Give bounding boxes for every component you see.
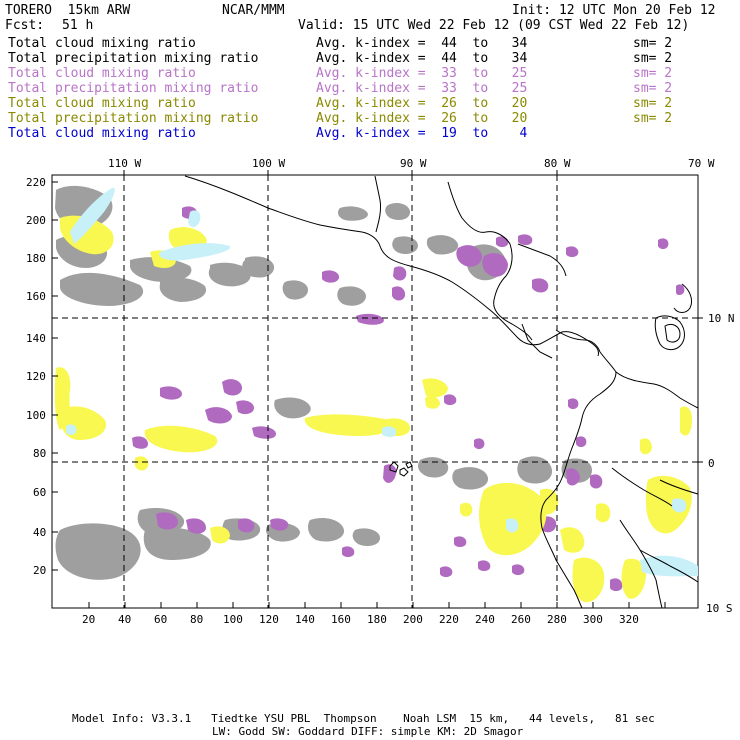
lon-label: 80 W — [544, 157, 571, 170]
forecast-label: Fcst: — [5, 18, 45, 33]
org-label: NCAR/MMM — [222, 3, 285, 18]
lon-label: 110 W — [108, 157, 142, 170]
y-tick-label: 20 — [33, 564, 47, 577]
lon-label: 70 W — [688, 157, 715, 170]
y-tick-label: 80 — [33, 447, 47, 460]
x-tick-label: 180 — [367, 613, 387, 626]
y-tick-label: 60 — [33, 486, 47, 499]
legend-sm: sm= 2 — [633, 36, 673, 51]
legend-field: Total precipitation mixing ratio — [8, 111, 259, 126]
legend-sm: sm= 2 — [633, 66, 673, 81]
legend-index: Avg. k-index = 33 to 25 — [316, 81, 528, 96]
y-tick-label: 160 — [26, 290, 46, 303]
legend-index: Avg. k-index = 26 to 20 — [316, 111, 528, 126]
legend-index: Avg. k-index = 33 to 25 — [316, 66, 528, 81]
cloud-field-yellow — [54, 215, 692, 603]
legend-index: Avg. k-index = 44 to 34 — [316, 51, 528, 66]
y-tick-label: 120 — [26, 370, 46, 383]
legend-field: Total precipitation mixing ratio — [8, 81, 259, 96]
x-tick-label: 240 — [475, 613, 495, 626]
lat-label: 10 N — [708, 312, 735, 325]
x-tick-label: 140 — [295, 613, 315, 626]
legend-index: Avg. k-index = 44 to 34 — [316, 36, 528, 51]
lon-label: 100 W — [252, 157, 286, 170]
legend-index: Avg. k-index = 26 to 20 — [316, 96, 528, 111]
x-tick-label: 220 — [439, 613, 459, 626]
legend-sm: sm= 2 — [633, 111, 673, 126]
y-tick-label: 100 — [26, 409, 46, 422]
valid-time: Valid: 15 UTC Wed 22 Feb 12 (09 CST Wed … — [298, 18, 690, 33]
legend-index: Avg. k-index = 19 to 4 — [316, 126, 528, 141]
x-tick-label: 160 — [331, 613, 351, 626]
legend-field: Total cloud mixing ratio — [8, 36, 196, 51]
lat-label: 0 — [708, 457, 715, 470]
y-tick-label: 180 — [26, 252, 46, 265]
legend-sm: sm= 2 — [633, 81, 673, 96]
graticule — [52, 175, 698, 608]
x-tick-label: 200 — [403, 613, 423, 626]
x-tick-label: 260 — [511, 613, 531, 626]
y-tick-label: 140 — [26, 332, 46, 345]
y-tick-label: 200 — [26, 214, 46, 227]
x-tick-label: 40 — [118, 613, 132, 626]
physics-info: LW: Godd SW: Goddard DIFF: simple KM: 2D… — [212, 725, 524, 738]
forecast-hours: 51 h — [62, 18, 94, 33]
legend-field: Total cloud mixing ratio — [8, 96, 196, 111]
axis-ticks — [52, 170, 703, 608]
model-title: TORERO 15km ARW — [5, 3, 131, 18]
model-info: Model Info: V3.3.1 Tiedtke YSU PBL Thomp… — [72, 712, 655, 725]
x-tick-label: 60 — [154, 613, 168, 626]
x-tick-label: 80 — [190, 613, 204, 626]
lat-label: 10 S — [706, 602, 733, 615]
x-tick-label: 320 — [619, 613, 639, 626]
legend-field: Total precipitation mixing ratio — [8, 51, 259, 66]
legend-sm: sm= 2 — [633, 96, 673, 111]
init-time: Init: 12 UTC Mon 20 Feb 12 — [512, 3, 716, 18]
x-tick-label: 280 — [547, 613, 567, 626]
cloud-field-lightblue — [66, 187, 698, 577]
x-tick-label: 100 — [223, 613, 243, 626]
x-tick-label: 20 — [82, 613, 96, 626]
y-tick-label: 220 — [26, 176, 46, 189]
legend-field: Total cloud mixing ratio — [8, 66, 196, 81]
legend-sm: sm= 2 — [633, 51, 673, 66]
x-tick-label: 120 — [259, 613, 279, 626]
legend-field: Total cloud mixing ratio — [8, 126, 196, 141]
y-tick-label: 40 — [33, 526, 47, 539]
x-tick-label: 300 — [583, 613, 603, 626]
lon-label: 90 W — [400, 157, 427, 170]
